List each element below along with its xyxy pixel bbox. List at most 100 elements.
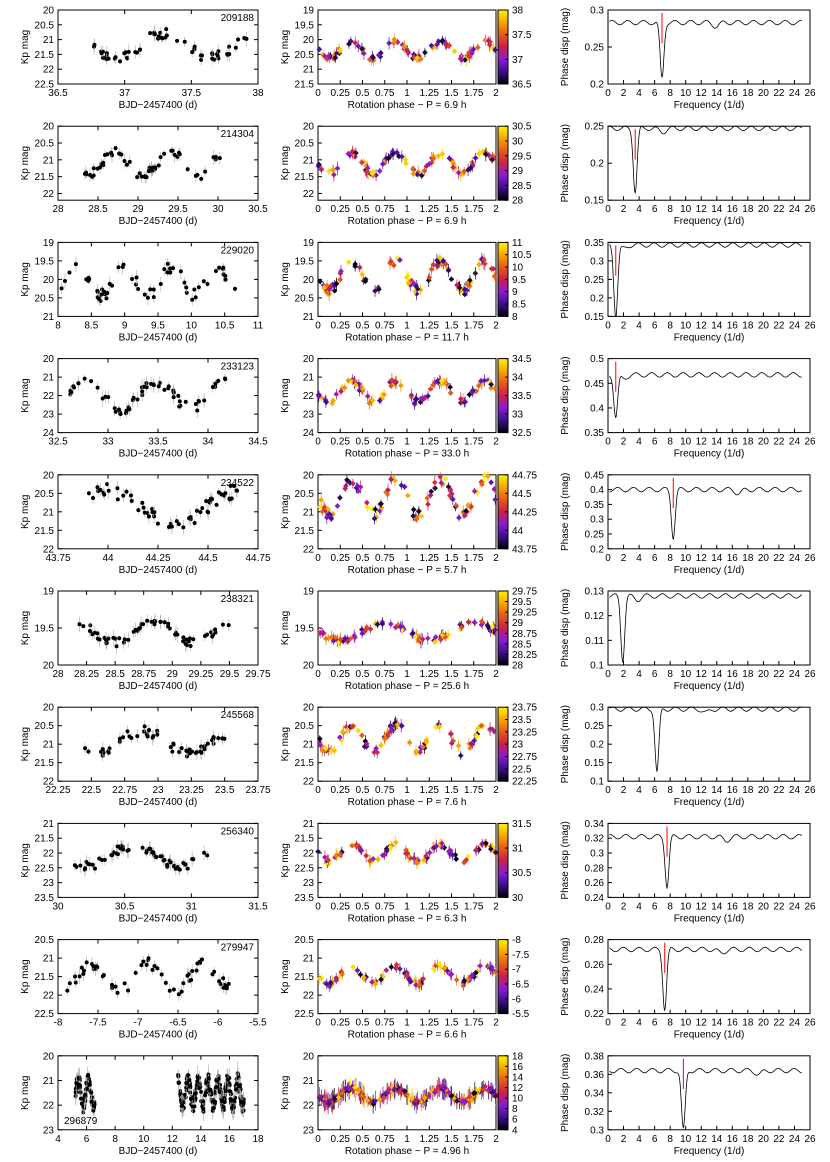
data-point	[440, 258, 446, 264]
y-tick-label: 20.5	[35, 139, 55, 150]
data-point	[338, 268, 344, 275]
data-point	[142, 729, 147, 734]
data-point	[156, 163, 161, 168]
x-axis-label: BJD−2457400 (d)	[119, 449, 198, 460]
data-point	[149, 619, 154, 624]
data-point	[103, 637, 108, 642]
x-tick-label: 6	[652, 553, 658, 564]
data-point	[146, 169, 151, 174]
data-point	[73, 974, 78, 979]
data-point	[490, 266, 497, 272]
data-point	[148, 287, 153, 292]
x-tick-label: -8	[54, 1018, 63, 1029]
data-point	[73, 262, 78, 267]
x-tick-label: 8	[667, 553, 673, 564]
data-point	[185, 973, 190, 978]
data-point	[428, 266, 435, 273]
x-tick-label: 6	[652, 88, 658, 99]
data-point	[162, 620, 167, 625]
data-point	[353, 841, 360, 848]
data-point	[129, 735, 134, 740]
data-point	[421, 394, 428, 401]
y-axis-label: Phase disp (mag)	[560, 124, 571, 202]
data-point	[472, 847, 479, 854]
y-tick-label: 22	[303, 991, 315, 1002]
data-point	[121, 262, 126, 267]
data-point	[334, 503, 341, 509]
data-point	[115, 844, 120, 849]
x-tick-label: 12	[696, 1018, 708, 1029]
x-tick-label: 8.5	[84, 320, 98, 331]
x-tick-label: 6	[652, 204, 658, 215]
y-tick-label: 0.26	[585, 960, 605, 971]
x-tick-label: 16	[727, 88, 739, 99]
x-tick-label: 24	[789, 785, 801, 796]
data-point	[447, 851, 453, 857]
x-tick-label: 20	[758, 88, 770, 99]
y-tick-label: 0.24	[585, 893, 605, 904]
data-point	[388, 258, 394, 265]
data-point	[492, 496, 499, 503]
data-point	[90, 862, 95, 867]
x-tick-label: 0.5	[356, 553, 370, 564]
data-point	[118, 59, 123, 64]
data-point	[384, 731, 391, 737]
x-axis-label: BJD−2457400 (d)	[119, 100, 198, 111]
data-point	[331, 287, 338, 294]
x-tick-label: 18	[742, 320, 754, 331]
y-axis-label: Kp mag	[280, 262, 291, 296]
data-point	[381, 735, 388, 742]
data-point	[95, 385, 100, 390]
data-point	[73, 1090, 78, 1095]
colorbar-tick-label: 43.75	[512, 544, 537, 555]
x-tick-label: 1.5	[445, 1018, 459, 1029]
data-point	[84, 1086, 89, 1091]
lightcurve-panel: 32.5 33 33.5 34 34.5 20 21 22 23 24 BJD−2457400 (d…	[20, 354, 268, 460]
x-tick-label: 6	[652, 785, 658, 796]
data-point	[411, 855, 417, 862]
data-point	[471, 619, 478, 626]
data-point	[115, 852, 120, 857]
x-tick-label: 28.75	[131, 669, 156, 680]
y-tick-label: 21.5	[295, 80, 315, 91]
data-point	[102, 492, 107, 497]
data-point	[458, 624, 465, 630]
target-id-label: 245568	[221, 710, 255, 721]
y-tick-label: 21	[303, 954, 315, 965]
data-point	[374, 621, 381, 628]
data-point	[203, 169, 208, 174]
y-tick-label: 20	[43, 275, 55, 286]
data-point	[234, 488, 239, 493]
x-tick-label: 0	[315, 1134, 321, 1145]
data-point	[145, 734, 150, 739]
data-point	[175, 154, 180, 159]
x-tick-label: 24	[789, 901, 801, 912]
y-tick-label: 20.5	[295, 935, 315, 946]
data-point	[76, 381, 81, 386]
data-point	[387, 723, 394, 730]
data-point	[188, 643, 193, 648]
data-point	[99, 857, 104, 862]
data-point	[379, 161, 386, 167]
y-tick-label: 0.3	[590, 6, 604, 17]
data-point	[420, 857, 427, 864]
data-point	[169, 148, 174, 153]
colorbar-tick-label: 37	[512, 55, 524, 66]
x-tick-label: 29.5	[220, 669, 240, 680]
x-tick-label: 1.5	[445, 204, 459, 215]
data-point	[126, 988, 131, 993]
y-tick-label: 20	[303, 122, 315, 133]
y-tick-label: 19.5	[295, 624, 315, 635]
data-point	[133, 970, 138, 975]
data-point	[168, 266, 173, 271]
x-tick-label: 8	[667, 669, 673, 680]
target-id-label: 214304	[221, 129, 255, 140]
data-point	[316, 735, 323, 742]
data-point	[69, 390, 74, 395]
colorbar-tick-label: 23	[512, 740, 524, 751]
data-point	[388, 476, 394, 483]
data-point	[131, 395, 136, 400]
x-tick-label: 2	[621, 204, 627, 215]
y-tick-label: 20.5	[35, 293, 55, 304]
